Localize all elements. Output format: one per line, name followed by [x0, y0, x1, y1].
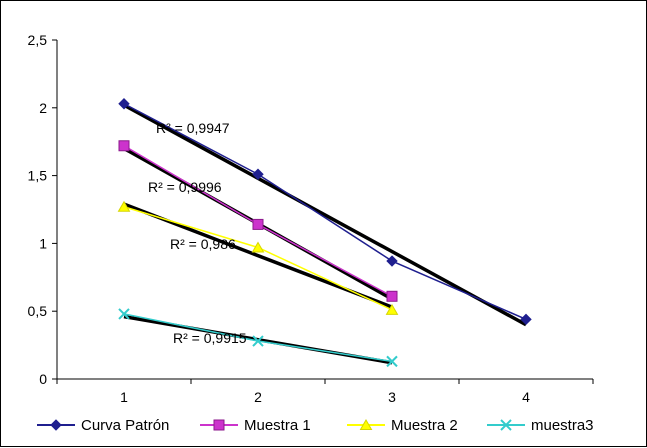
x-tick-label: 3 [388, 389, 396, 405]
y-tick-label: 1,5 [28, 168, 48, 184]
data-series [123, 103, 527, 363]
x-tick-label: 2 [254, 389, 262, 405]
y-tick-label: 0,5 [28, 303, 48, 319]
trendlines [123, 103, 527, 365]
data-point-series-1 [252, 168, 264, 180]
data-point-series-1 [520, 313, 532, 326]
data-point-series-3 [251, 241, 265, 253]
data-point-series-4 [252, 335, 264, 347]
legend-marker-1 [50, 419, 62, 431]
x-marker-stroke [500, 419, 512, 431]
data-point-series-3 [385, 303, 399, 315]
legend-marker-4 [500, 419, 512, 431]
series-line-1 [123, 103, 527, 321]
trendline-1 [123, 103, 527, 327]
data-point-series-1 [118, 98, 130, 110]
data-point-series-4 [118, 308, 130, 320]
x-tick-label: 4 [522, 389, 530, 405]
trendline-3 [123, 202, 393, 309]
data-point-series-2 [118, 140, 130, 152]
y-tick-label: 0 [39, 371, 47, 387]
data-markers [117, 98, 532, 368]
legend-marker-3 [359, 419, 373, 430]
y-tick-label: 1 [39, 235, 47, 251]
x-marker-stroke [386, 355, 398, 368]
data-point-series-3 [117, 200, 131, 212]
data-point-series-2 [386, 290, 398, 302]
y-tick-label: 2 [39, 100, 47, 116]
r2-label-2: R² = 0,9996 [148, 179, 222, 195]
y-tick-label: 2,5 [28, 32, 48, 48]
data-point-series-4 [386, 355, 398, 368]
r2-label-3: R² = 0,986 [170, 236, 236, 252]
r2-label-4: R² = 0,9915 [173, 330, 247, 346]
data-point-series-2 [252, 218, 264, 230]
legend-label-4: muestra3 [531, 417, 594, 434]
legend-label-3: Muestra 2 [391, 417, 458, 434]
r2-label-1: R² = 0,9947 [156, 120, 230, 136]
r2-labels: R² = 0,9947 R² = 0,9996 R² = 0,986 R² = 0,9… [148, 120, 247, 346]
legend: Curva Patrón Muestra 1 Muestra 2 muestra3 [37, 417, 594, 434]
x-tick-label: 1 [120, 389, 128, 405]
legend-label-1: Curva Patrón [81, 417, 169, 434]
x-marker-stroke [118, 308, 130, 320]
legend-label-2: Muestra 1 [244, 417, 311, 434]
data-point-series-1 [386, 255, 398, 267]
legend-marker-2 [213, 419, 225, 431]
chart-axes: 0 0,5 1 1,5 2 2,5 1 2 3 4 [28, 32, 594, 405]
x-marker-stroke [252, 335, 264, 347]
